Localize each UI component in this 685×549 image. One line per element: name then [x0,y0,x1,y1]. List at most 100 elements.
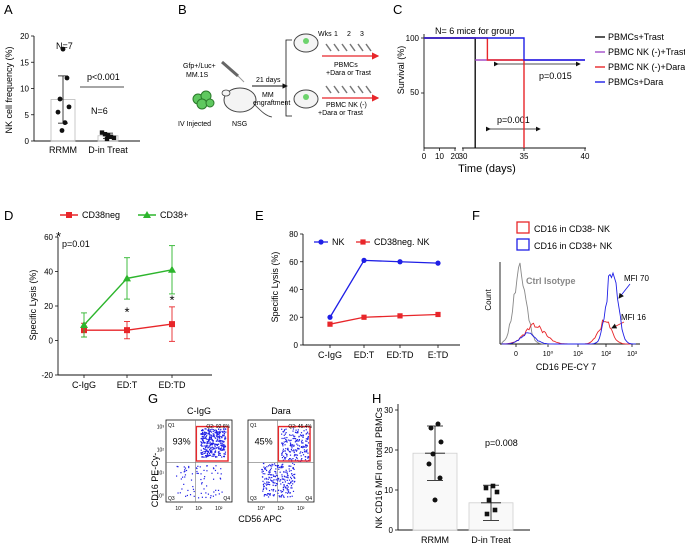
panel-g-event-dot [207,442,209,444]
panel-g-event-dot [267,483,269,485]
panel-g-event-dot [206,434,208,436]
panel-g-event-dot [307,437,309,439]
panel-g-event-dot [290,465,292,467]
panel-g-event-dot [207,432,209,434]
panel-g-event-dot [292,490,295,492]
panel-g-event-dot [200,444,202,446]
panel-g-event-dot [286,473,288,475]
panel-g-event-dot [293,444,295,446]
panel-f-xtick-label: 10¹ [573,351,584,358]
panel-g-event-dot [299,452,301,454]
panel-g-event-dot [200,453,203,455]
panel-g-event-dot [222,441,224,443]
panel-g-event-dot [294,453,296,456]
panel-g-event-dot [213,429,216,431]
panel-h-point [484,511,490,517]
panel-g-event-dot [218,493,220,495]
panel-g-event-dot [307,435,309,438]
panel-g-event-dot [280,483,282,485]
panel-g-event-dot [203,437,205,439]
panel-g-event-dot [273,482,275,484]
panel-g-event-dot [221,436,223,438]
panel-g-event-dot [199,466,201,468]
panel-g-event-dot [306,445,308,447]
panel-g-event-dot [280,496,282,498]
panel-g-event-dot [177,466,179,468]
panel-g-event-dot [223,428,225,430]
panel-g-event-dot [281,452,284,454]
panel-g-event-dot [281,464,283,466]
panel-c-ytick-50: 50 [410,88,419,97]
panel-e-legend-label: NK [332,237,345,247]
panel-g-event-dot [224,437,226,439]
panel-g-event-dot [267,496,270,498]
panel-g-event-dot [288,439,290,441]
panel-g-event-dot [205,446,207,448]
panel-d-point [124,327,130,334]
panel-g-event-dot [201,438,203,440]
panel-g-event-dot [291,474,294,477]
panel-g-event-dot [280,491,283,493]
panel-g-event-dot [300,432,303,434]
panel-g-event-dot [205,445,207,447]
panel-g-event-dot [180,472,182,474]
panel-g-event-dot [217,438,219,440]
panel-g-event-dot [301,434,303,437]
panel-g-event-dot [210,438,213,440]
panel-g-event-dot [295,456,298,459]
panel-g-event-dot [221,437,223,439]
panel-g-ytick-label: 10¹ [157,470,165,476]
panel-g-event-dot [287,489,289,491]
panel-g-event-dot [212,448,215,450]
panel-g-event-dot [299,434,302,436]
panel-g-event-dot [280,467,282,469]
panel-g-event-dot [274,470,276,473]
panel-g-event-dot [207,451,209,453]
panel-g-event-dot [215,443,218,446]
panel-d-star: * [169,292,174,307]
panel-g-event-dot [281,476,283,478]
mouse-label: NSG [232,121,247,128]
panel-g-xtick-label: 10¹ [277,506,285,512]
panel-g-event-dot [294,435,296,437]
panel-c-legend-label: PBMCs+Dara [608,77,663,87]
panel-g-event-dot [209,448,211,450]
panel-g-event-dot [296,440,298,442]
panel-g-event-dot [271,463,273,465]
panel-g-event-dot [276,475,278,477]
panel-g-event-dot [207,439,210,441]
panel-g-event-dot [218,436,220,438]
panel-g-event-dot [220,436,222,438]
panel-g-event-dot [192,485,194,488]
week-1-label: 1 [334,31,338,38]
panel-g-event-dot [294,459,297,461]
panel-g-event-dot [283,484,285,486]
panel-label-h: H [372,391,381,406]
panel-g-event-dot [293,435,295,437]
panel-g-event-dot [203,452,205,454]
panel-g-event-dot [307,457,309,459]
panel-g-event-dot [201,496,203,498]
panel-g-event-dot [288,450,290,453]
panel-g-event-dot [263,462,265,465]
panel-d-ytick-label: -20 [41,371,53,380]
panel-g-event-dot [279,471,281,473]
panel-a-ytick-label: 0 [25,137,30,146]
panel-d-ylabel: Specific Lysis (%) [28,270,38,341]
panel-g-event-dot [203,448,205,450]
panel-c-xtick-label: 10 [435,152,444,161]
panel-g-event-dot [211,439,213,441]
panel-g-event-dot [291,495,293,497]
panel-d-point [169,321,175,328]
panel-g-xtick-label: 10⁰ [257,506,265,512]
panel-g-event-dot [287,449,289,451]
panel-g-event-dot [217,443,220,445]
panel-g-event-dot [213,433,215,435]
panel-g-event-dot [264,473,266,475]
panel-f-legend-box-red [516,221,530,234]
mouse-group1-icon [293,33,319,53]
panel-g-event-dot [282,463,284,465]
week-2-label: 2 [347,31,351,38]
panel-g-event-dot [305,440,307,442]
panel-g-event-dot [295,454,297,456]
